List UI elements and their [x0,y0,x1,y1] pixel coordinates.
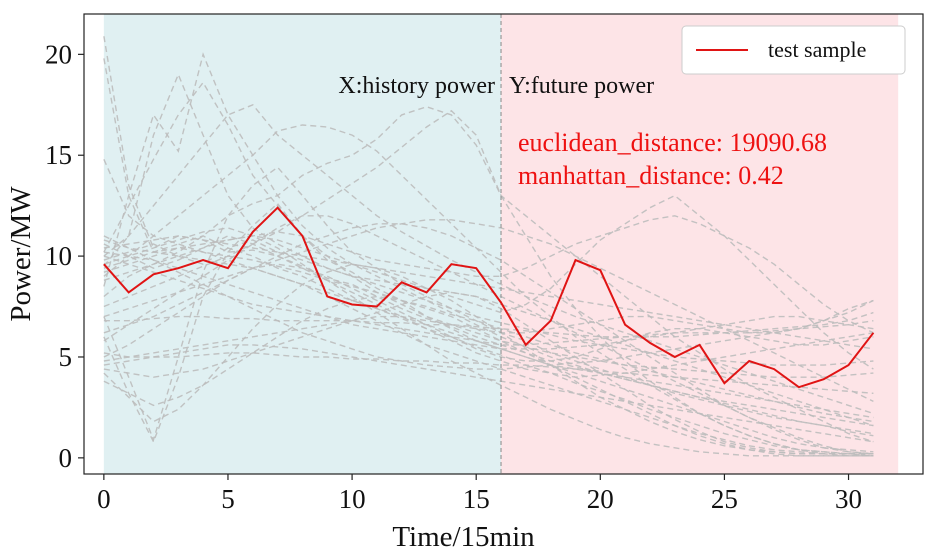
background-series-line [103,223,874,455]
background-series-line [103,235,874,370]
region-label-future: Y:future power [509,73,654,99]
annotation-euclidean-distance: euclidean_distance: 19090.68 [518,128,827,157]
background-series-line [103,202,874,444]
legend-box [681,25,906,75]
distance-annotations: euclidean_distance: 19090.68 manhattan_di… [518,128,827,190]
x-tick-label: 30 [835,484,862,514]
background-series-line [103,239,874,455]
background-series-group [103,36,874,457]
series-line-test-sample [103,206,875,389]
x-axis-title: Time/15min [392,521,535,553]
x-axis-ticks: 0 5 10 15 20 25 30 [97,474,862,514]
region-labels: X:history power Y:future power [338,73,654,99]
x-tick-label: 20 [587,484,614,514]
x-tick-label: 0 [97,484,111,514]
background-series-line [103,219,874,403]
background-series-line [103,263,874,455]
background-series-line [103,352,874,394]
x-tick-label: 15 [463,484,490,514]
background-series-line [103,106,874,457]
x-tick-label: 5 [221,484,235,514]
legend: test sample [681,25,906,75]
y-tick-label: 0 [59,443,73,473]
background-series-line [103,291,874,455]
plot-area-frame [83,13,924,475]
background-series-line [103,81,874,378]
annotation-manhattan-distance: manhattan_distance: 0.42 [518,161,784,190]
x-tick-label: 10 [339,484,366,514]
y-axis-ticks: 0 5 10 15 20 [45,39,84,473]
background-series-line [103,315,874,338]
background-series-line [103,58,874,457]
background-series-line [103,166,874,442]
y-tick-label: 10 [45,241,72,271]
x-tick-label: 25 [711,484,738,514]
y-tick-label: 20 [45,39,72,69]
background-series-line [103,103,874,415]
region-shading [103,14,899,474]
region-label-history: X:history power [338,73,495,99]
y-axis-title: Power/MW [5,186,37,322]
y-tick-label: 15 [45,140,72,170]
background-series-line [103,52,874,427]
background-series-line [103,227,874,457]
background-series-line [103,235,874,378]
background-series-line [103,295,874,457]
y-tick-label: 5 [59,342,73,372]
background-series-line [103,239,874,427]
background-series-line [103,36,874,437]
background-series-line [103,263,874,362]
background-series-line [103,72,874,366]
background-series-line [103,124,874,457]
background-series-line [103,251,874,350]
legend-label-test-sample: test sample [768,37,866,62]
background-series-line [103,215,874,334]
